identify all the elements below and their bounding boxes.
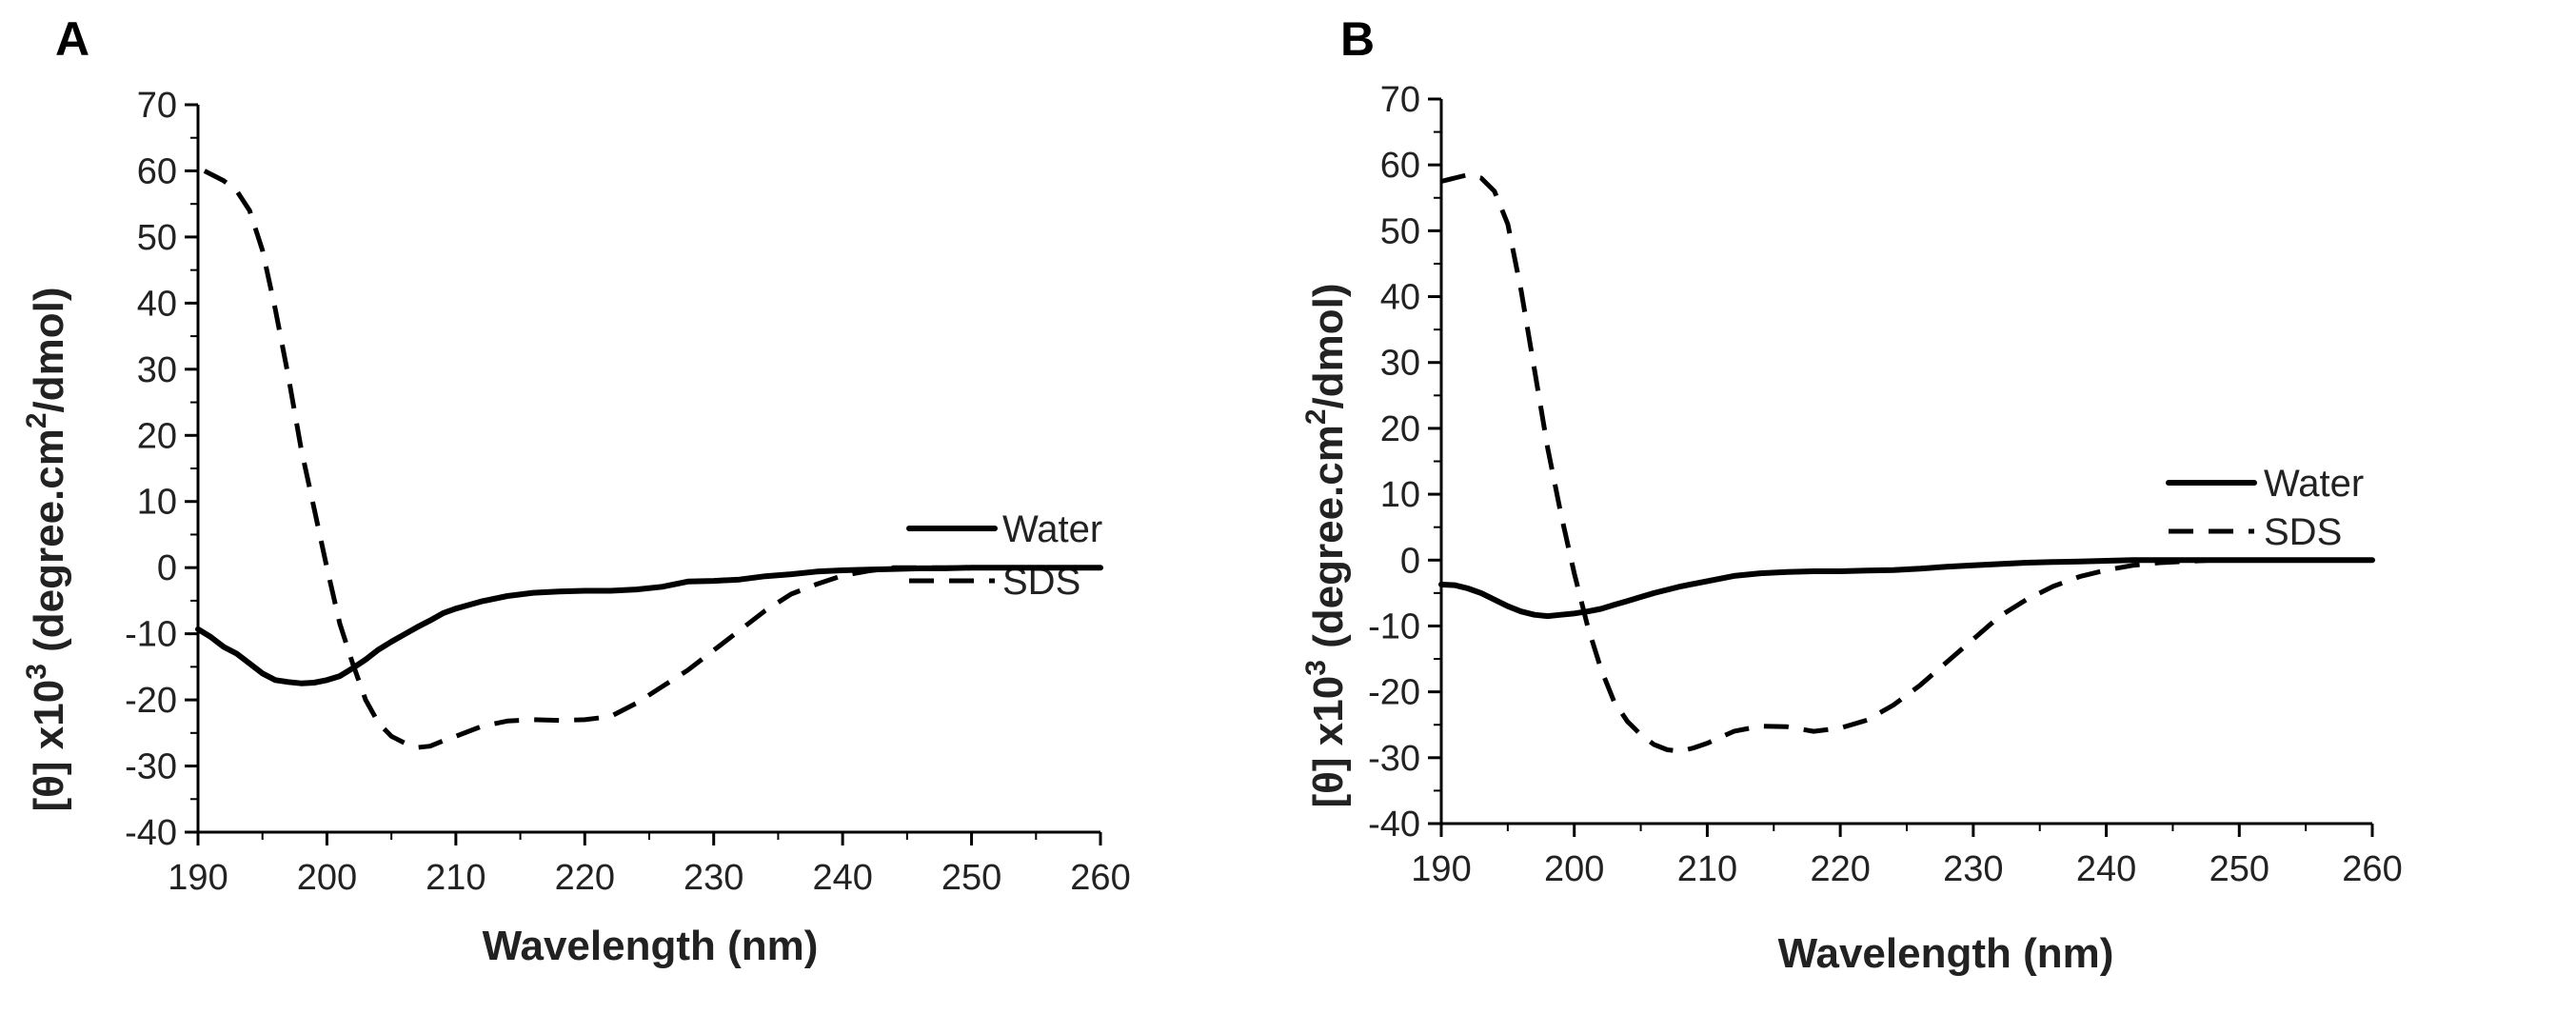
y-tick-label: 30 (1380, 344, 1420, 384)
x-tick-label: 240 (812, 858, 872, 898)
series-line-water (195, 565, 1103, 686)
x-tick-label: 230 (684, 858, 743, 898)
x-tick-label: 220 (1810, 849, 1870, 889)
x-tick-label: 200 (1544, 849, 1604, 889)
y-axis-label: [θ] x103 (degree.cm2/dmol) (21, 287, 72, 811)
x-tick-label: 200 (297, 858, 357, 898)
legend-label-water: Water (2264, 463, 2364, 505)
y-axis-label: [θ] x103 (degree.cm2/dmol) (1300, 283, 1352, 807)
y-tick-label: 20 (1380, 409, 1420, 449)
x-axis-label: Wavelength (nm) (1778, 930, 2114, 977)
legend-label-sds: SDS (2264, 511, 2342, 553)
y-tick-label: 70 (137, 86, 177, 126)
legend: Water SDS (2166, 463, 2364, 553)
legend-label-water: Water (1002, 508, 1102, 550)
y-tick-label: 60 (137, 151, 177, 191)
panel-letter: B (1340, 12, 1375, 66)
x-tick-label: 190 (168, 858, 228, 898)
y-tick-label: 40 (137, 284, 177, 324)
series-line-sds (1440, 172, 2240, 754)
y-tick-label: -10 (125, 615, 177, 655)
series-line-water (1438, 557, 2375, 620)
x-tick-label: 250 (941, 858, 1001, 898)
y-tick-label: 10 (1380, 475, 1420, 515)
y-tick-label: -10 (1368, 606, 1420, 646)
x-tick-label: 230 (1943, 849, 2003, 889)
y-tick-label: 50 (137, 218, 177, 258)
y-tick-label: 50 (1380, 211, 1420, 251)
y-tick-label: 0 (1400, 541, 1420, 581)
y-tick-label: 40 (1380, 278, 1420, 318)
x-tick-label: 240 (2076, 849, 2136, 889)
x-tick-label: 260 (1070, 858, 1130, 898)
y-tick-label: -30 (125, 747, 177, 787)
legend: Water SDS (906, 508, 1102, 603)
x-tick-label: 190 (1411, 849, 1471, 889)
chart-panel-b: B Wavelength (nm) [θ] x103 (degree.cm2/d… (1300, 12, 2403, 977)
y-tick-label: 10 (137, 483, 177, 523)
y-tick-label: -20 (125, 681, 177, 721)
x-tick-label: 220 (555, 858, 615, 898)
chart-panel-a: A Wavelength (nm) [θ] x103 (degree.cm2/d… (21, 12, 1131, 969)
y-tick-label: -20 (1368, 673, 1420, 713)
y-tick-label: -40 (1368, 805, 1420, 845)
y-tick-label: 0 (157, 548, 177, 588)
y-tick-label: 70 (1380, 80, 1420, 120)
x-tick-label: 210 (1677, 849, 1737, 889)
series-line-sds (203, 169, 972, 750)
y-tick-label: -40 (125, 813, 177, 853)
y-tick-label: 30 (137, 350, 177, 390)
x-tick-label: 260 (2342, 849, 2402, 889)
x-tick-label: 250 (2209, 849, 2269, 889)
x-tick-label: 210 (426, 858, 485, 898)
y-tick-label: -30 (1368, 739, 1420, 779)
y-tick-label: 60 (1380, 146, 1420, 186)
y-tick-label: 20 (137, 416, 177, 456)
panel-letter: A (55, 12, 89, 66)
x-axis-label: Wavelength (nm) (483, 923, 819, 969)
